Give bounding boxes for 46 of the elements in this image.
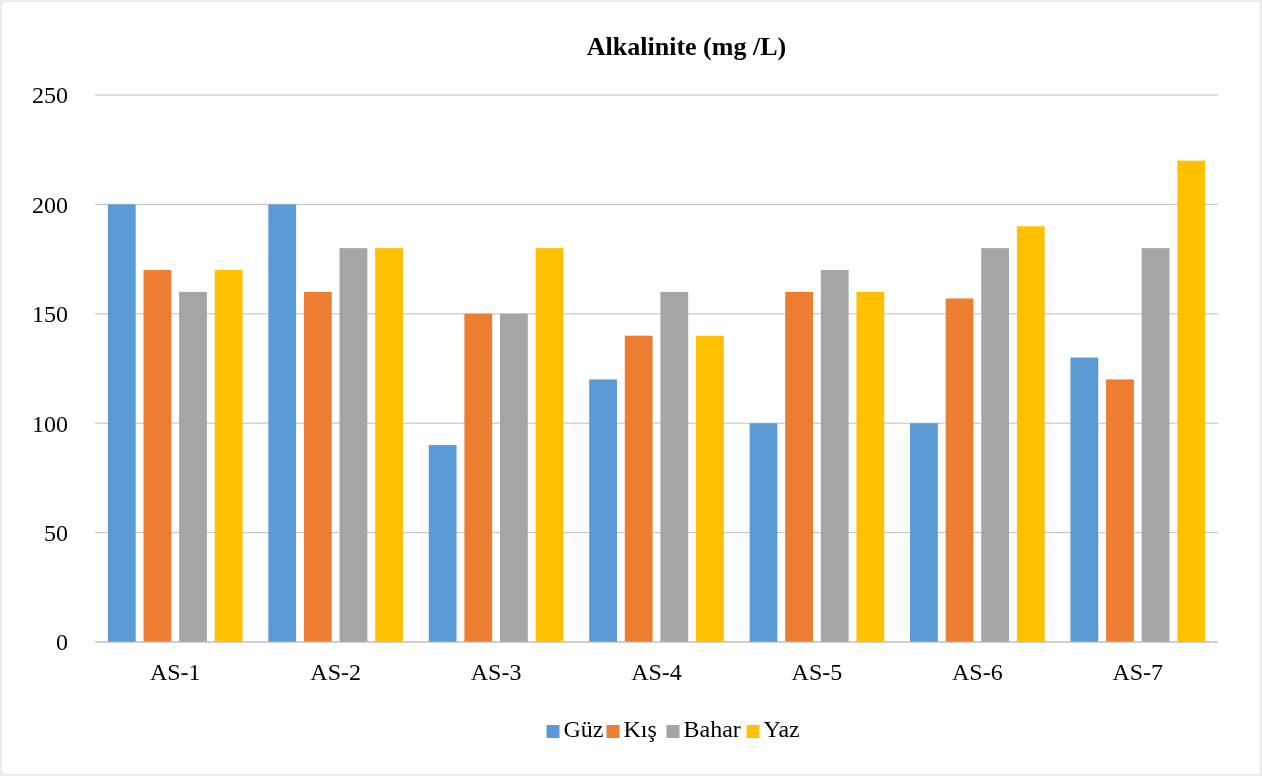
bar <box>910 423 938 642</box>
bar <box>499 313 528 642</box>
bar <box>696 335 724 642</box>
bar <box>660 291 689 642</box>
bar <box>589 379 617 642</box>
bar <box>856 291 885 642</box>
bar <box>179 291 207 642</box>
legend-label: Yaz <box>763 716 800 742</box>
bar <box>303 291 332 642</box>
bar <box>268 204 297 642</box>
x-tick-label: AS-3 <box>470 659 522 685</box>
bar <box>375 248 403 642</box>
x-tick-label: AS-5 <box>791 659 843 685</box>
bar <box>1141 248 1170 642</box>
bar <box>143 270 172 642</box>
bar <box>820 270 849 642</box>
chart-title: Alkalinite (mg /L) <box>586 32 787 61</box>
y-tick-label: 0 <box>56 629 68 656</box>
x-tick-label: AS-4 <box>631 659 682 685</box>
y-tick-label: 100 <box>32 410 68 437</box>
bar <box>1106 379 1134 642</box>
y-tick-label: 150 <box>32 301 68 328</box>
x-tick-label: AS-1 <box>149 659 201 685</box>
y-tick-label: 250 <box>32 82 68 109</box>
legend-label: Bahar <box>683 716 741 742</box>
bar <box>624 335 653 642</box>
bar <box>1177 160 1206 642</box>
y-tick-label: 200 <box>32 191 68 218</box>
legend-label: Kış <box>623 716 657 742</box>
bar <box>749 423 778 642</box>
legend-label: Güz <box>563 716 604 742</box>
bar <box>339 248 368 642</box>
x-tick-label: AS-7 <box>1112 659 1164 685</box>
bar <box>1070 357 1099 642</box>
bar <box>945 298 974 642</box>
bar <box>464 313 493 642</box>
bar <box>1016 226 1045 642</box>
y-tick-label: 50 <box>44 520 68 546</box>
x-tick-label: AS-2 <box>310 659 361 685</box>
bar <box>107 204 136 642</box>
bar <box>428 445 457 642</box>
bar <box>214 270 243 642</box>
bar <box>535 248 564 642</box>
bar <box>785 291 814 642</box>
x-tick-label: AS-6 <box>952 659 1003 685</box>
bar <box>981 248 1010 642</box>
